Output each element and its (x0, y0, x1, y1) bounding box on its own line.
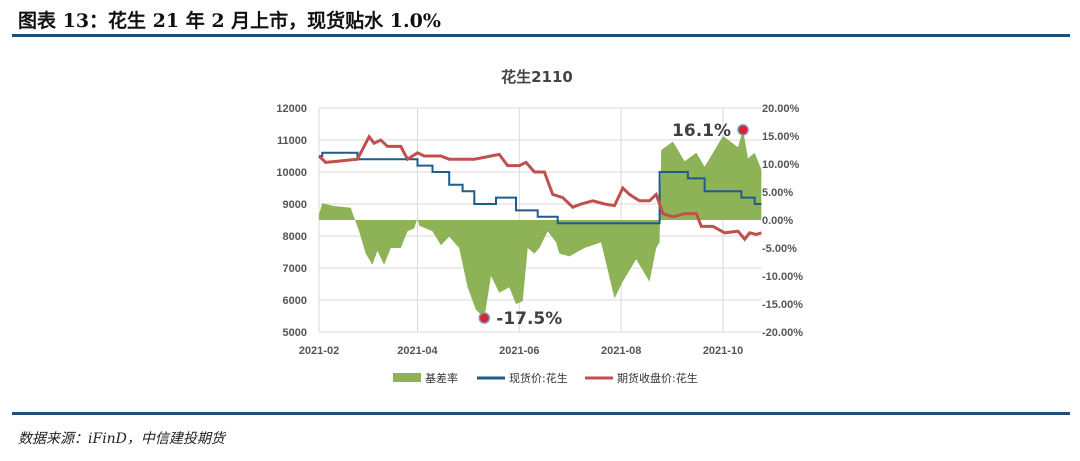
y-right-tick-label: 5.00% (762, 187, 793, 199)
x-tick-label: 2021-06 (499, 345, 539, 357)
y-right-tick-label: -5.00% (762, 243, 797, 255)
series-futures-line (317, 134, 762, 242)
x-tick-label: 2021-04 (397, 345, 438, 357)
y-right-tick-label: -20.00% (762, 327, 803, 339)
y-left-tick-label: 10000 (276, 167, 307, 179)
y-right-tick-label: 10.00% (762, 159, 800, 171)
legend-label: 基差率 (425, 371, 458, 385)
bottom-rule (12, 412, 1070, 415)
y-left-tick-label: 8000 (283, 231, 307, 243)
y-left-tick-label: 5000 (283, 327, 307, 339)
series-spot-line (319, 151, 762, 225)
x-tick-label: 2021-08 (601, 345, 641, 357)
series-basis-area (319, 129, 762, 318)
x-tick-label: 2021-10 (703, 345, 743, 357)
y-left-tick-label: 12000 (276, 103, 307, 115)
y-left-tick-label: 11000 (277, 135, 307, 147)
annotation-label: 16.1% (672, 121, 731, 141)
y-right-tick-label: 0.00% (762, 215, 793, 227)
x-tick-label: 2021-02 (299, 345, 339, 357)
legend-swatch (393, 373, 421, 382)
chart-title: 花生2110 (501, 68, 573, 86)
top-rule (12, 34, 1070, 37)
y-left-tick-label: 7000 (283, 263, 307, 275)
y-left-tick-label: 9000 (283, 199, 307, 211)
y-right-tick-label: -15.00% (762, 299, 803, 311)
annotation-marker (737, 124, 749, 136)
source-note: 数据来源：iFinD，中信建投期货 (18, 431, 225, 447)
annotation-marker (478, 312, 491, 324)
y-left-tick-label: 6000 (283, 295, 307, 307)
legend-label: 现货价:花生 (509, 371, 568, 385)
y-right-tick-label: -10.00% (762, 271, 803, 283)
figure-title: 图表 13：花生 21 年 2 月上市，现货贴水 1.0% (18, 10, 441, 32)
y-right-tick-label: 15.00% (762, 131, 800, 143)
legend-label: 期货收盘价:花生 (617, 371, 698, 385)
annotation-label: -17.5% (496, 309, 562, 329)
y-right-tick-label: 20.00% (762, 103, 800, 115)
